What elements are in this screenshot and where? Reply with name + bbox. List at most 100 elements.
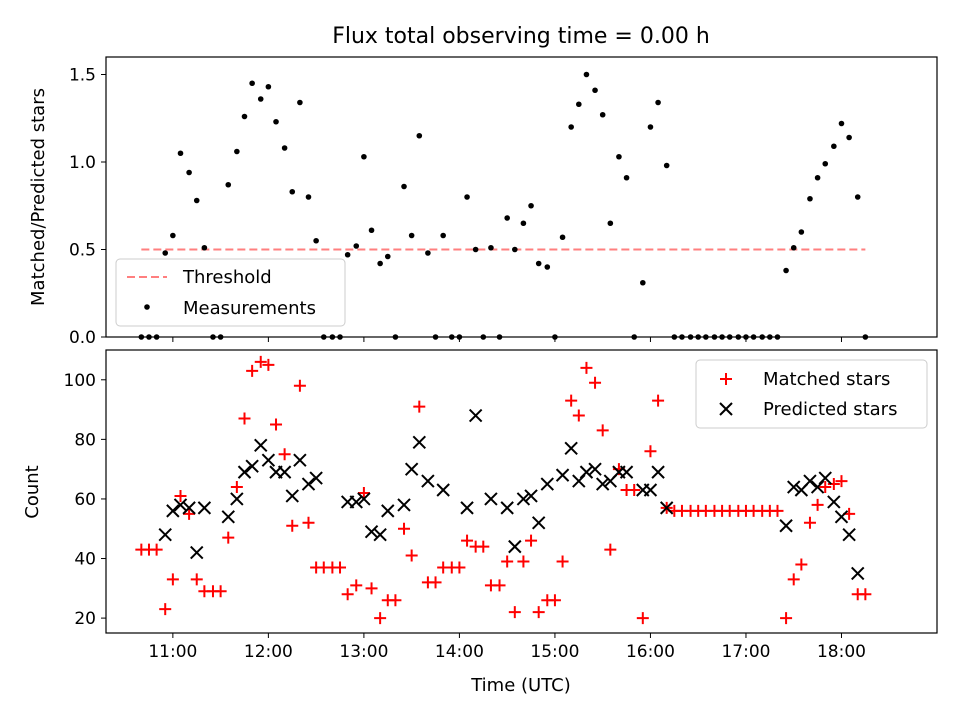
matched-star-marker <box>238 412 251 425</box>
measurement-point <box>210 334 216 340</box>
predicted-star-marker <box>619 465 634 479</box>
measurement-point <box>711 334 718 340</box>
matched-star-marker <box>652 394 665 407</box>
predicted-star-marker <box>842 527 856 542</box>
measurement-point <box>225 181 232 188</box>
matched-star-marker <box>365 582 378 595</box>
matched-star-marker <box>525 534 538 547</box>
matched-star-marker <box>548 594 561 607</box>
measurement-point <box>464 194 470 200</box>
measurement-point <box>544 264 551 270</box>
matched-star-marker <box>572 409 585 422</box>
measurement-point <box>153 334 160 340</box>
measurement-point <box>640 279 646 286</box>
measurement-point <box>854 194 861 200</box>
matched-star-marker <box>293 379 306 392</box>
measurement-point <box>201 244 208 251</box>
measurement-point <box>520 220 527 227</box>
measurement-point <box>361 153 367 160</box>
measurement-point <box>679 334 685 340</box>
measurement-point <box>831 143 837 150</box>
measurement-point <box>432 334 439 340</box>
measurement-point <box>719 334 725 340</box>
matched-star-marker <box>517 555 530 568</box>
measurement-point <box>337 334 343 340</box>
matched-star-marker <box>357 486 370 499</box>
predicted-star-marker <box>803 474 817 488</box>
matched-star-marker <box>827 478 840 491</box>
measurement-point <box>759 334 766 340</box>
predicted-star-marker <box>166 504 180 518</box>
predicted-star-marker <box>818 471 832 485</box>
matched-star-marker <box>174 489 187 502</box>
matched-star-marker <box>429 576 442 589</box>
measurement-point <box>599 111 606 118</box>
top-ytick-label: 1.0 <box>69 153 96 173</box>
matched-star-marker <box>477 540 490 553</box>
predicted-star-marker <box>524 489 538 503</box>
matched-star-marker <box>350 579 363 592</box>
matched-star-marker <box>628 484 641 497</box>
predicted-star-marker <box>516 492 531 506</box>
measurement-point <box>177 150 184 157</box>
matched-star-marker <box>787 573 800 586</box>
matched-star-marker <box>374 612 387 625</box>
measurement-point <box>480 334 487 340</box>
bottom-ytick-label: 60 <box>74 490 96 510</box>
measurement-point <box>798 229 805 235</box>
bottom-legend-box <box>695 359 928 429</box>
matched-star-marker <box>341 588 354 601</box>
predicted-star-marker <box>254 438 268 453</box>
measurement-point <box>305 194 312 200</box>
measurement-point <box>496 334 503 340</box>
measurement-point <box>568 124 574 130</box>
top-xticks <box>172 337 842 342</box>
matched-star-marker <box>398 522 411 535</box>
measurement-point <box>767 334 773 340</box>
matched-star-marker <box>501 555 514 568</box>
matched-star-marker <box>461 534 474 547</box>
matched-star-marker <box>302 516 315 529</box>
measurement-point <box>408 232 415 239</box>
predicted-star-marker <box>397 498 411 512</box>
matched-star-marker <box>803 516 816 529</box>
measurement-point <box>217 334 224 340</box>
matched-star-marker <box>644 445 657 458</box>
bottom-legend: Matched stars Predicted stars <box>695 359 928 429</box>
predicted-star-marker <box>230 492 244 506</box>
measurement-point <box>281 145 288 151</box>
top-ytick-label: 0.5 <box>69 241 96 261</box>
measurement-point <box>329 334 336 340</box>
measurement-point <box>146 334 152 340</box>
measurement-point <box>695 334 702 340</box>
measurement-point <box>807 195 813 202</box>
measurement-point <box>814 174 821 181</box>
measurement-point <box>170 232 176 239</box>
measurement-point <box>425 250 431 256</box>
predicted-star-marker <box>381 504 395 518</box>
top-yticks: 0.0 0.5 1.0 1.5 <box>69 66 106 348</box>
matched-star-marker <box>532 606 545 619</box>
matched-star-marker <box>565 394 578 407</box>
predicted-star-marker <box>834 510 849 524</box>
predicted-star-marker <box>190 545 204 560</box>
top-legend: Threshold Measurements <box>115 258 346 327</box>
predicted-star-marker <box>173 498 188 512</box>
measurement-point <box>162 250 169 256</box>
top-ylabel: Matched/Predicted stars <box>28 88 49 306</box>
predicted-star-marker <box>468 408 483 423</box>
predicted-star-marker <box>309 471 323 485</box>
top-legend-box <box>115 258 346 327</box>
measurement-point <box>344 251 351 258</box>
chart-title: Flux total observing time = 0.00 h <box>332 24 710 49</box>
measurement-point <box>448 334 455 340</box>
predicted-star-marker <box>588 462 602 476</box>
predicted-star-marker <box>651 465 665 479</box>
matched-star-marker <box>453 561 466 574</box>
top-ytick-label: 0.0 <box>69 328 96 348</box>
predicted-star-marker <box>564 441 578 456</box>
measurement-point <box>472 246 479 253</box>
measurement-point <box>790 244 797 251</box>
measurement-point <box>265 83 272 90</box>
